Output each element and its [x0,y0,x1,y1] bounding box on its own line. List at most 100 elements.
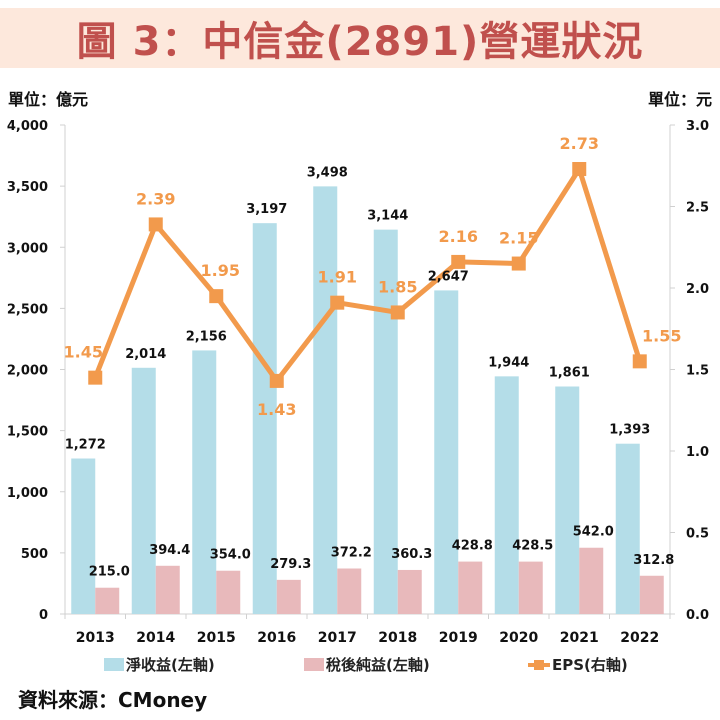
eps-label: 2.39 [136,189,175,208]
eps-label: 2.73 [560,134,599,153]
bar-net-income [216,570,241,614]
left-tick-label: 1,000 [7,486,48,501]
x-tick-label: 2020 [499,630,538,646]
bar-label-net-income: 360.3 [391,547,432,562]
bar-net-revenue [373,229,398,614]
legend-item-net-revenue: 淨收益(左軸) [104,654,215,675]
bar-net-revenue [555,386,580,614]
eps-point [572,162,587,177]
eps-point [330,295,345,310]
bars [71,186,664,614]
bar-label-net-income: 394.4 [149,543,190,558]
left-tick-label: 3,500 [7,180,48,195]
bar-net-revenue [252,223,277,614]
bar-label-net-income: 428.8 [452,539,493,554]
bar-label-net-revenue: 2,014 [125,347,166,362]
eps-point [632,354,647,369]
legend-item-net-income: 稅後純益(左軸) [304,654,430,675]
bar-net-income [458,561,483,614]
eps-point [269,373,284,388]
data-labels: 1,272 215.0 2,014 394.4 2,156 354.0 3,197 279.3… [64,134,682,580]
legend-label: 稅後純益(左軸) [326,656,430,674]
left-axis-unit: 單位：億元 [8,90,89,109]
eps-label: 1.43 [257,400,296,419]
bar-label-net-income: 312.8 [633,553,674,568]
left-tick-label: 2,000 [7,364,48,379]
bar-net-revenue [494,376,519,614]
eps-label: 1.45 [64,343,103,362]
legend: 淨收益(左軸) 稅後純益(左軸) EPS(右軸) [0,654,720,676]
axes: 0 500 1,000 1,500 2,000 2,500 3,000 3,500 4,000 0… [7,119,709,646]
bar-label-net-revenue: 1,944 [488,355,529,370]
bar-label-net-income: 279.3 [270,557,311,572]
bar-label-net-revenue: 1,861 [549,365,590,380]
left-tick-label: 2,500 [7,302,48,317]
bar-net-income [276,579,301,614]
x-tick-label: 2016 [257,630,296,646]
bar-net-income [337,568,362,614]
eps-label: 1.85 [378,277,417,296]
right-tick-label: 2.5 [686,201,709,216]
bar-label-net-revenue: 1,393 [609,423,650,438]
bar-label-net-revenue: 3,498 [307,165,348,180]
bar-label-net-revenue: 1,272 [65,437,106,452]
bar-net-revenue [131,367,156,614]
right-tick-label: 2.0 [686,282,709,297]
left-tick-label: 500 [21,547,48,562]
left-tick-label: 4,000 [7,119,48,134]
right-tick-label: 3.0 [686,119,709,134]
x-tick-label: 2013 [76,630,115,646]
x-tick-label: 2022 [620,630,659,646]
x-tick-label: 2014 [136,630,175,646]
x-tick-label: 2015 [197,630,236,646]
eps-label: 2.15 [499,229,538,248]
right-tick-label: 1.0 [686,445,709,460]
left-tick-label: 0 [39,608,48,623]
bar-net-income [155,565,180,614]
x-tick-label: 2017 [318,630,357,646]
eps-line [88,162,647,388]
bar-net-income [95,587,120,614]
eps-point [209,289,224,304]
bar-net-revenue [71,458,96,614]
x-tick-label: 2021 [560,630,599,646]
bar-net-revenue [192,350,217,614]
eps-label: 1.91 [318,268,357,287]
eps-label: 1.55 [642,326,681,345]
bar-net-revenue [313,186,338,614]
bar-label-net-revenue: 3,197 [246,202,287,217]
bar-net-income [579,547,604,614]
legend-item-eps: EPS(右軸) [528,654,628,675]
bar-label-net-revenue: 3,144 [367,209,408,224]
eps-line-marker-icon [528,658,550,671]
bar-label-net-income: 354.0 [210,548,251,563]
net-income-swatch-icon [304,658,324,671]
right-tick-label: 0.0 [686,608,709,623]
x-tick-label: 2018 [378,630,417,646]
eps-point [451,254,466,269]
x-tick-label: 2019 [439,630,478,646]
legend-label: 淨收益(左軸) [126,656,215,674]
bar-label-net-income: 215.0 [89,565,130,580]
net-revenue-swatch-icon [104,658,124,671]
bar-net-revenue [434,290,459,614]
bar-net-income [518,561,543,614]
left-tick-label: 3,000 [7,241,48,256]
chart-title: 圖 3：中信金(2891)營運狀況 [76,19,644,65]
bar-label-net-revenue: 2,647 [428,269,469,284]
bar-label-net-income: 372.2 [331,545,372,560]
eps-label: 2.16 [439,227,478,246]
eps-point [88,370,103,385]
bar-label-net-revenue: 2,156 [186,329,227,344]
bar-label-net-income: 428.5 [512,539,553,554]
right-tick-label: 0.5 [686,527,709,542]
eps-point [390,305,405,320]
bar-net-income [397,569,422,614]
bar-label-net-income: 542.0 [573,525,614,540]
right-tick-label: 1.5 [686,364,709,379]
legend-label: EPS(右軸) [552,656,628,674]
data-source: 資料來源：CMoney [18,688,208,712]
bar-net-income [639,575,664,614]
bar-net-revenue [615,443,640,614]
